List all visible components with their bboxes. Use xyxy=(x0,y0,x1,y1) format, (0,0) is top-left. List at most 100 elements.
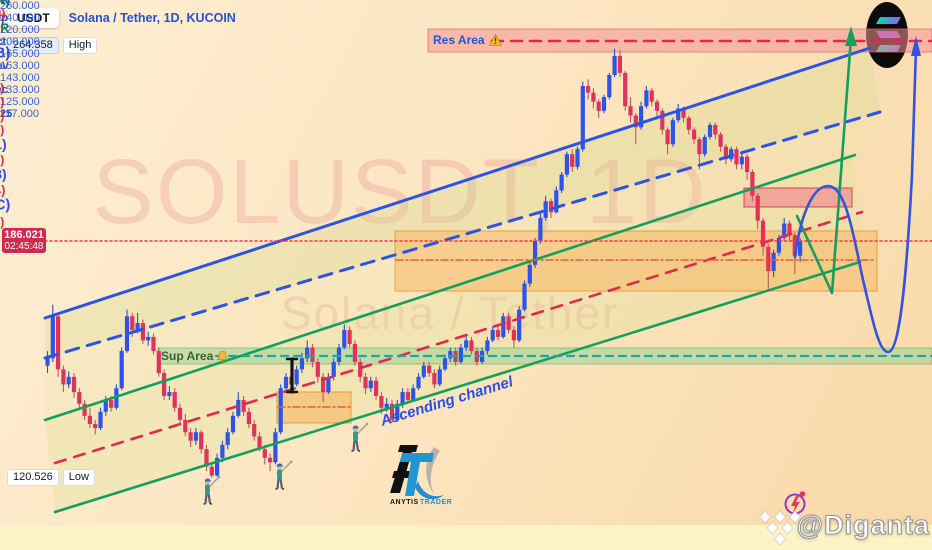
candle-body xyxy=(257,436,262,450)
anytis-trader-logo xyxy=(390,445,444,500)
golfer-figure xyxy=(274,459,294,491)
candle-body xyxy=(538,217,543,241)
price-tick: 165.000 xyxy=(0,48,40,60)
candle-body xyxy=(45,358,50,366)
candle-body xyxy=(665,129,670,145)
time-tick: Sep xyxy=(0,12,8,24)
candle-body xyxy=(220,444,225,458)
candle-body xyxy=(305,347,310,359)
candle-body xyxy=(527,264,532,284)
candle-body xyxy=(750,171,755,196)
candle-body xyxy=(273,432,278,463)
candle-body xyxy=(347,329,352,344)
candle-body xyxy=(130,316,135,330)
candle-body xyxy=(427,365,432,374)
candle-body xyxy=(437,369,442,385)
candle-body xyxy=(262,449,267,458)
candle-body xyxy=(580,85,585,150)
candle-body xyxy=(246,411,251,424)
candle-body xyxy=(416,376,421,389)
price-axis[interactable]: 260.000 240.000 220.000 200.000 165.000 153.0… xyxy=(0,0,40,120)
candle-body xyxy=(162,373,167,396)
golfer-figure xyxy=(202,474,222,506)
candle-body xyxy=(294,369,299,385)
candle-body xyxy=(448,351,453,359)
candle-body xyxy=(268,457,273,463)
candle-body xyxy=(570,154,575,167)
price-tick: 143.000 xyxy=(0,72,40,84)
golfer-figure xyxy=(350,421,370,453)
price-tick: 125.000 xyxy=(0,96,40,108)
candle-body xyxy=(506,316,511,330)
candle-body xyxy=(729,149,734,160)
candle-body xyxy=(654,101,660,111)
candle-body xyxy=(50,316,55,359)
candle-body xyxy=(623,72,628,107)
chart-legend: USDT Solana / Tether, 1D, KUCOIN xyxy=(8,8,236,28)
candle-body xyxy=(586,85,591,93)
candle-body xyxy=(739,156,744,165)
time-tick: 12 xyxy=(0,0,12,12)
channel-mid-line xyxy=(43,110,882,360)
candle-body xyxy=(140,323,145,341)
candle-body xyxy=(745,156,750,172)
res-area-band xyxy=(427,28,932,53)
candle-body xyxy=(628,106,633,116)
candle-body xyxy=(352,343,357,362)
candle-body xyxy=(384,403,389,408)
candle-body xyxy=(71,376,77,393)
candle-body xyxy=(485,340,490,352)
candle-body xyxy=(607,75,612,98)
price-tick: 117.000 xyxy=(0,108,39,120)
retest-box xyxy=(743,187,853,208)
candle-body xyxy=(511,329,516,341)
candle-body xyxy=(405,392,410,400)
candle-body xyxy=(109,399,114,408)
candle-body xyxy=(522,283,527,310)
chart-title[interactable]: Solana / Tether, 1D, KUCOIN xyxy=(68,11,236,25)
candle-body xyxy=(554,190,559,213)
candle-body xyxy=(215,457,220,476)
candle-body xyxy=(766,246,771,272)
price-tick: 200.000 xyxy=(0,36,40,48)
candle-body xyxy=(442,358,448,370)
candle-body xyxy=(358,361,363,377)
diamonds-logo xyxy=(758,510,802,546)
candle-body xyxy=(660,110,665,130)
candle-body xyxy=(315,361,320,377)
red-trend-line xyxy=(53,210,864,465)
candle-body xyxy=(755,195,760,221)
candle-body xyxy=(331,361,336,377)
candle-body xyxy=(283,376,289,389)
candle-body xyxy=(278,388,283,433)
candle-body xyxy=(707,124,713,137)
candle-body xyxy=(342,329,347,348)
channel-top-line xyxy=(43,46,872,320)
candle-body xyxy=(702,136,707,155)
time-tick: Dec xyxy=(0,84,8,96)
candle-body xyxy=(697,139,702,155)
candle-body xyxy=(326,376,331,393)
candle-body xyxy=(421,365,426,377)
candle-body xyxy=(363,376,368,389)
candle-body xyxy=(649,90,654,102)
candle-body xyxy=(146,336,151,341)
time-axis[interactable]: 12Sep16Oct14Nov18Dec16202513 xyxy=(0,0,24,132)
candle-body xyxy=(225,432,230,445)
candle-body xyxy=(670,120,675,145)
candle-body xyxy=(374,380,379,396)
candle-body xyxy=(119,351,124,389)
candle-body xyxy=(792,235,797,256)
symbol-button[interactable]: USDT xyxy=(8,8,59,28)
candle-body xyxy=(458,347,463,362)
candle-body xyxy=(379,395,384,408)
candle-body xyxy=(188,432,193,441)
candle-body xyxy=(61,369,66,385)
candle-body xyxy=(591,92,596,102)
candle-body xyxy=(172,392,177,408)
candle-body xyxy=(93,423,98,429)
candle-body xyxy=(633,115,638,128)
candle-body xyxy=(723,146,728,160)
time-tick: Nov xyxy=(0,60,9,72)
